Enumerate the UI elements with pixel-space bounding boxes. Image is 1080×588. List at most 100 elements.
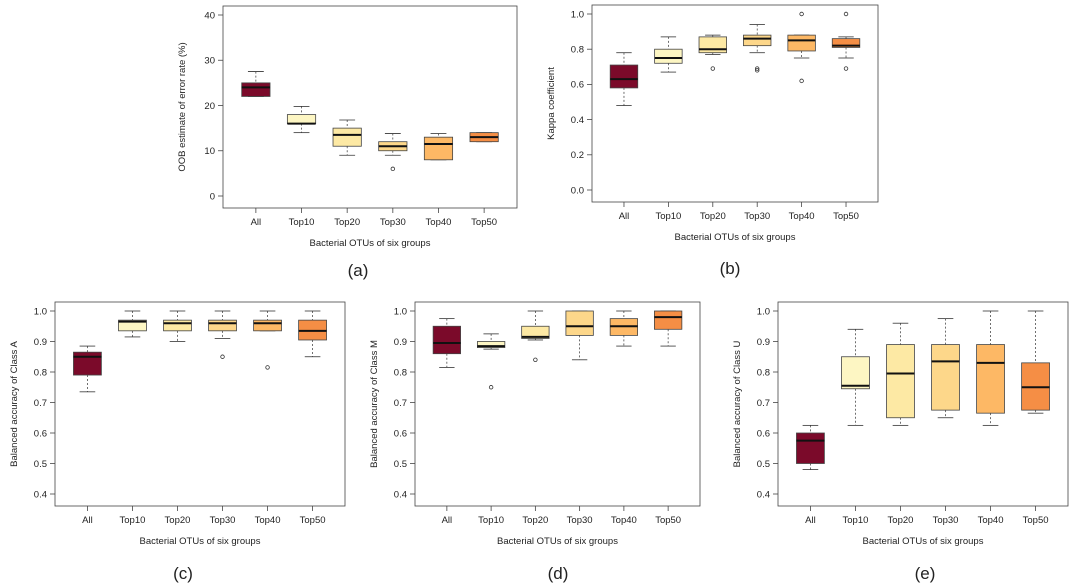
x-tick-label-top20: Top20 [334, 217, 360, 228]
plot-frame [591, 4, 879, 203]
box-iqr [521, 325, 550, 339]
outlier-point [710, 66, 715, 71]
box-top40 [609, 310, 639, 347]
x-tick-label-top40: Top40 [978, 515, 1004, 526]
y-tick-label: 0.6 [571, 80, 584, 91]
outlier-point [488, 385, 494, 390]
box-iqr [73, 351, 102, 376]
box-top40 [976, 310, 1005, 426]
outlier-point [843, 66, 849, 71]
outlier-point [533, 357, 538, 362]
x-tick-label-top10: Top10 [478, 515, 504, 526]
x-axis-label: Bacterial OTUs of six groups [140, 536, 261, 547]
box-iqr [432, 325, 461, 355]
y-axis-label: OOB estimate of error rate (%) [177, 42, 188, 171]
y-tick-label: 0.5 [394, 459, 407, 470]
x-tick-label-top30: Top30 [744, 211, 770, 222]
box-iqr [654, 48, 683, 64]
box-iqr [743, 34, 772, 47]
y-axis-label: Kappa coefficient [546, 67, 557, 140]
x-tick-label-top10: Top10 [289, 217, 315, 228]
y-tick-label: 40 [204, 10, 215, 21]
panel-label: (b) [720, 259, 741, 278]
y-tick-label: 1.0 [34, 306, 47, 317]
box-all [432, 318, 461, 368]
x-tick-label-top50: Top50 [833, 211, 859, 222]
box-iqr [423, 136, 454, 161]
x-tick-label-top40: Top40 [426, 217, 452, 228]
outlier-point [755, 68, 760, 73]
panel-label: (a) [348, 261, 369, 280]
box-top10 [654, 36, 683, 73]
panel-b: 0.0 0.2 0.4 0.6 0.8 1.0 All Top10 Top20 Top30 Top4… [546, 4, 879, 278]
y-tick-label: 0.4 [571, 115, 584, 126]
x-tick-label-top50: Top50 [471, 217, 497, 228]
box-all [609, 52, 639, 106]
y-tick-label: 20 [204, 101, 215, 112]
panel-c: 0.4 0.5 0.6 0.7 0.8 0.9 1.0 All Top10 Top20 Top30 T… [9, 301, 346, 583]
box-top50 [654, 310, 683, 347]
panel-e: 0.4 0.5 0.6 0.7 0.8 0.9 1.0 All Top10 Top20 Top30 T… [732, 301, 1069, 583]
x-tick-label-all: All [251, 217, 262, 228]
outlier-point [799, 11, 804, 17]
x-axis-label: Bacterial OTUs of six groups [310, 238, 431, 249]
plot-frame [777, 301, 1069, 507]
box-top10 [841, 328, 870, 426]
box-top50 [831, 11, 861, 71]
y-tick-label: 0.4 [394, 489, 407, 500]
y-tick-label: 0.5 [34, 459, 47, 470]
panel-a: 0 10 20 30 40 All Top10 Top20 Top30 Top40 Top50 Bac… [177, 5, 518, 280]
x-tick-label-top20: Top20 [522, 515, 548, 526]
box-top50 [469, 132, 499, 143]
box-top30 [743, 24, 772, 73]
box-iqr [654, 310, 683, 330]
y-tick-label: 0.5 [757, 459, 770, 470]
x-axis-label: Bacterial OTUs of six groups [863, 536, 984, 547]
y-tick-label: 0.0 [571, 185, 584, 196]
x-axis-label: Bacterial OTUs of six groups [497, 536, 618, 547]
box-iqr [565, 310, 594, 336]
x-tick-label-top20: Top20 [165, 515, 191, 526]
x-tick-label-top20: Top20 [700, 211, 726, 222]
plot-frame [222, 5, 518, 209]
outlier-point [843, 11, 849, 17]
box-iqr [609, 64, 639, 89]
box-iqr [253, 319, 282, 332]
outlier-point [799, 78, 804, 84]
box-top30 [378, 133, 408, 172]
box-iqr [931, 344, 960, 411]
x-tick-label-top40: Top40 [255, 515, 281, 526]
box-top20 [698, 34, 727, 71]
y-tick-label: 0.9 [34, 337, 47, 348]
x-tick-label-all: All [82, 515, 93, 526]
box-top40 [423, 133, 454, 161]
box-top40 [253, 310, 282, 370]
plot-frame [414, 301, 701, 507]
box-iqr [332, 127, 362, 147]
x-tick-label-all: All [619, 211, 630, 222]
outlier-point [755, 66, 760, 71]
box-top40 [787, 11, 816, 84]
box-top10 [118, 310, 147, 338]
x-tick-label-top20: Top20 [888, 515, 914, 526]
y-tick-label: 0.4 [757, 489, 770, 500]
x-tick-label-top10: Top10 [655, 211, 681, 222]
x-tick-label-top50: Top50 [1023, 515, 1049, 526]
y-tick-label: 0.9 [394, 337, 407, 348]
y-tick-label: 1.0 [394, 306, 407, 317]
box-iqr [787, 34, 816, 52]
y-tick-label: 0 [210, 191, 215, 202]
y-tick-label: 0.8 [394, 367, 407, 378]
y-tick-label: 30 [204, 56, 215, 67]
y-tick-label: 0.8 [757, 367, 770, 378]
box-iqr [886, 344, 915, 419]
box-iqr [476, 341, 506, 348]
box-top30 [208, 310, 237, 359]
y-tick-label: 0.8 [571, 45, 584, 56]
box-iqr [796, 432, 825, 464]
y-tick-label: 1.0 [757, 306, 770, 317]
box-top10 [476, 333, 506, 390]
panel-label: (d) [548, 564, 569, 583]
y-tick-label: 0.7 [34, 398, 47, 409]
